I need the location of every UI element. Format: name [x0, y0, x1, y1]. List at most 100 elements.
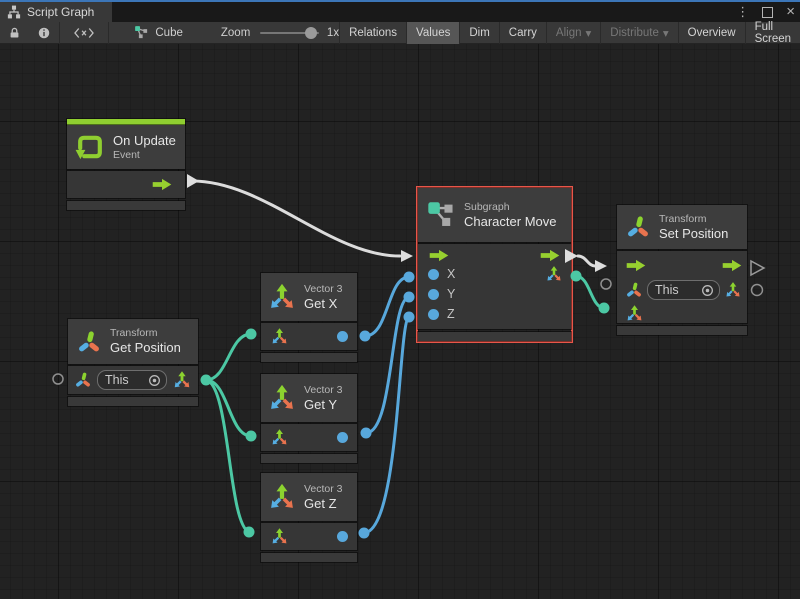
node-set-position[interactable]: Transform Set Position This — [617, 205, 747, 335]
node-get-x[interactable]: Vector 3 Get X — [261, 273, 357, 362]
tab-title: Script Graph — [27, 5, 95, 19]
vector3-input-port[interactable] — [270, 327, 289, 346]
script-graph-icon — [7, 5, 21, 19]
wire-gety-to-y — [364, 295, 411, 435]
vector3-output-port[interactable] — [724, 281, 742, 299]
flow-input-port[interactable] — [428, 249, 450, 262]
align-dropdown[interactable]: Align ▾ — [545, 21, 600, 44]
node-title: On Update — [113, 132, 176, 148]
node-get-y[interactable]: Vector 3 Get Y — [261, 374, 357, 463]
transform-icon — [625, 214, 651, 240]
object-picker-icon[interactable] — [701, 284, 714, 297]
wire-getposition-to-getx — [204, 332, 253, 382]
more-menu-icon[interactable]: ⋮ — [736, 4, 750, 19]
vector3-input-port[interactable] — [270, 428, 289, 447]
node-footer — [261, 353, 357, 362]
unconnected-input-port[interactable] — [600, 278, 612, 290]
target-field[interactable]: This — [97, 370, 167, 390]
flow-port-arrow[interactable] — [595, 260, 607, 272]
node-category: Transform — [110, 327, 158, 339]
node-footer — [261, 454, 357, 463]
object-picker-icon[interactable] — [148, 374, 161, 387]
node-title: Set Position — [659, 225, 729, 241]
target-field[interactable]: This — [647, 280, 720, 300]
flow-output-port[interactable] — [721, 259, 743, 272]
float-input-port-z[interactable] — [428, 308, 439, 320]
flow-output-port[interactable] — [539, 249, 561, 262]
node-category: Vector 3 — [304, 482, 343, 495]
graph-owner-icon — [134, 25, 149, 40]
relations-button[interactable]: Relations — [339, 21, 406, 44]
wire-vector-to-setposition — [574, 274, 606, 310]
node-character-move[interactable]: Subgraph Character Move X Y — [416, 186, 573, 343]
float-input-port-y[interactable] — [428, 288, 439, 300]
flow-port-arrow[interactable] — [187, 174, 199, 188]
wire-getposition-to-gety — [204, 378, 253, 438]
dim-button[interactable]: Dim — [459, 21, 498, 44]
chevron-down-icon: ▾ — [585, 27, 592, 40]
graph-owner-label: Cube — [155, 26, 183, 39]
flow-port-arrow[interactable] — [401, 250, 413, 262]
vector3-output-port[interactable] — [545, 265, 563, 283]
lock-icon — [8, 26, 21, 40]
zoom-label: Zoom — [220, 26, 251, 39]
node-on-update[interactable]: On Update Event — [67, 119, 185, 210]
event-accent-bar — [67, 119, 185, 125]
node-category: Subgraph — [464, 200, 510, 213]
tab-script-graph[interactable]: Script Graph — [0, 2, 112, 22]
unconnected-input-port[interactable] — [52, 373, 64, 385]
graph-canvas[interactable]: On Update Event Transform Get Position — [0, 44, 800, 599]
node-get-z[interactable]: Vector 3 Get Z — [261, 473, 357, 562]
unconnected-flow-output[interactable] — [750, 259, 766, 277]
node-footer — [261, 553, 357, 562]
carry-button[interactable]: Carry — [498, 21, 546, 44]
chevron-down-icon: ▾ — [662, 27, 669, 40]
vector3-icon — [267, 383, 297, 413]
close-icon[interactable]: × — [786, 3, 795, 20]
maximize-icon[interactable] — [762, 6, 774, 18]
subgraph-icon — [426, 200, 456, 230]
toolbar-separator — [59, 21, 60, 44]
float-output-port[interactable] — [337, 331, 348, 342]
unconnected-output-port[interactable] — [750, 283, 764, 297]
vector3-output-port[interactable] — [172, 370, 192, 390]
port-label: X — [447, 267, 456, 281]
node-category: Vector 3 — [304, 282, 343, 295]
vector3-input-port[interactable] — [270, 527, 289, 546]
node-get-position[interactable]: Transform Get Position This — [68, 319, 198, 406]
info-icon — [37, 26, 51, 40]
zoom-value: 1x — [326, 26, 340, 39]
wire-getx-to-x — [363, 275, 411, 338]
transform-input-port[interactable] — [625, 281, 643, 299]
graph-toolbar: Cube Zoom 1x Relations Values Dim Carry … — [0, 21, 800, 45]
node-category: Transform — [659, 212, 707, 225]
zoom-slider[interactable] — [260, 26, 319, 39]
code-preview-button[interactable] — [60, 22, 108, 44]
node-category: Vector 3 — [304, 383, 343, 396]
info-button[interactable] — [29, 22, 59, 44]
node-title: Get Z — [304, 495, 337, 511]
wire-getposition-to-getz — [204, 378, 251, 534]
flow-output-port[interactable] — [151, 178, 173, 191]
lock-button[interactable] — [0, 22, 29, 44]
overview-button[interactable]: Overview — [677, 21, 745, 44]
toolbar-separator — [107, 21, 109, 44]
wire-charactermove-to-setposition — [576, 254, 597, 268]
vector3-input-port[interactable] — [625, 304, 644, 323]
title-bar: Script Graph ⋮ × — [0, 0, 800, 22]
zoom-slider-handle[interactable] — [304, 26, 317, 39]
float-output-port[interactable] — [337, 531, 348, 542]
float-output-port[interactable] — [337, 432, 348, 443]
graph-owner-breadcrumb[interactable]: Cube — [126, 22, 191, 44]
values-button[interactable]: Values — [406, 21, 460, 44]
node-footer — [67, 201, 185, 210]
distribute-dropdown[interactable]: Distribute ▾ — [600, 21, 677, 44]
transform-input-port[interactable] — [74, 371, 92, 389]
float-input-port-x[interactable] — [428, 268, 439, 280]
fullscreen-button[interactable]: Full Screen — [744, 21, 800, 45]
flow-input-port[interactable] — [625, 259, 647, 272]
float-wire-dots — [358, 271, 415, 539]
port-label: Z — [447, 307, 455, 321]
node-title: Get X — [304, 295, 338, 311]
